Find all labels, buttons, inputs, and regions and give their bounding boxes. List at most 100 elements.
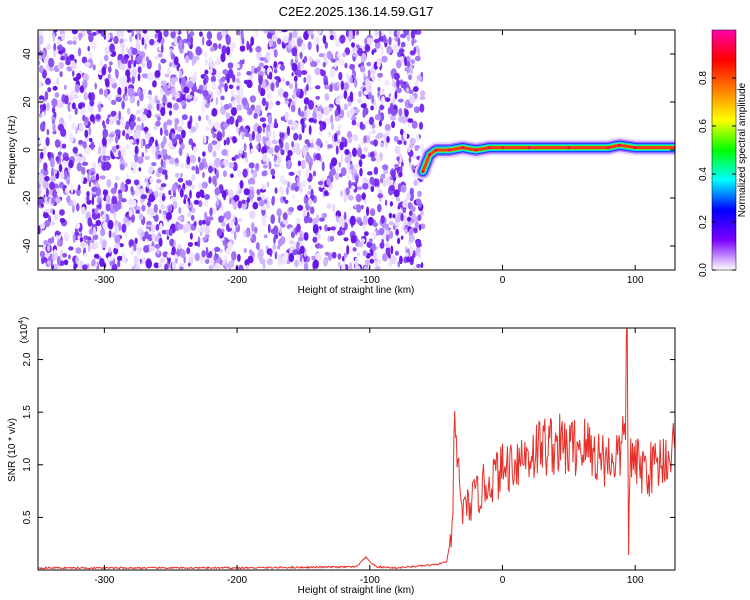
noise-speck	[42, 179, 49, 190]
noise-speck	[47, 244, 51, 252]
noise-speck	[125, 144, 130, 150]
noise-speck	[195, 164, 199, 175]
noise-speck	[271, 42, 277, 49]
noise-speck	[144, 108, 148, 115]
noise-speck	[199, 31, 203, 37]
noise-speck	[161, 229, 168, 235]
noise-speck	[68, 133, 74, 143]
noise-speck	[260, 138, 264, 147]
noise-speck	[116, 255, 123, 261]
noise-speck	[397, 237, 401, 245]
noise-speck	[47, 237, 54, 244]
noise-speck	[68, 113, 72, 122]
noise-speck	[337, 52, 342, 58]
noise-speck	[220, 52, 226, 63]
noise-speck	[394, 250, 399, 256]
noise-speck	[291, 30, 298, 39]
noise-speck	[261, 217, 267, 227]
noise-speck	[143, 245, 150, 253]
noise-speck	[394, 222, 399, 227]
noise-speck	[277, 155, 282, 165]
noise-speck	[164, 173, 168, 181]
noise-speck	[187, 41, 191, 47]
noise-speck	[348, 101, 352, 107]
noise-speck	[361, 141, 364, 145]
noise-speck	[115, 96, 122, 102]
noise-speck	[306, 74, 312, 85]
noise-speck	[288, 252, 295, 263]
noise-speck	[334, 63, 337, 68]
noise-speck	[51, 252, 55, 262]
colorbar-tick-label: 0.6	[698, 119, 709, 133]
noise-speck	[225, 248, 231, 256]
noise-speck	[371, 75, 376, 82]
noise-speck	[412, 86, 419, 92]
noise-speck	[166, 119, 173, 126]
noise-speck	[310, 206, 315, 215]
noise-speck	[351, 42, 355, 48]
noise-speck	[174, 254, 178, 259]
noise-speck	[92, 64, 96, 71]
noise-speck	[420, 143, 425, 152]
noise-speck	[68, 246, 74, 251]
noise-speck	[380, 173, 386, 179]
noise-speck	[204, 198, 209, 207]
noise-speck	[380, 215, 385, 224]
noise-speck	[291, 141, 294, 148]
noise-speck	[57, 151, 62, 156]
noise-speck	[416, 133, 420, 142]
noise-speck	[39, 95, 45, 101]
noise-speck	[102, 221, 109, 230]
noise-speck	[277, 238, 283, 247]
noise-speck	[38, 80, 42, 87]
noise-speck	[107, 219, 114, 230]
noise-speck	[355, 122, 362, 128]
noise-speck	[275, 100, 281, 106]
noise-speck	[166, 235, 170, 240]
noise-speck	[219, 248, 223, 253]
noise-speck	[91, 243, 97, 250]
noise-speck	[232, 218, 236, 223]
noise-speck	[305, 168, 310, 179]
noise-speck	[288, 240, 295, 245]
noise-speck	[82, 141, 87, 149]
noise-speck	[105, 202, 111, 212]
noise-speck	[40, 223, 46, 230]
ridge-point	[461, 146, 465, 150]
noise-speck	[119, 163, 125, 171]
noise-speck	[198, 156, 201, 163]
noise-speck	[187, 33, 191, 40]
noise-speck	[204, 226, 211, 237]
noise-speck	[271, 175, 276, 180]
noise-speck	[193, 199, 200, 205]
noise-speck	[336, 215, 339, 223]
noise-speck	[312, 111, 317, 120]
noise-speck	[215, 254, 218, 260]
noise-speck	[113, 247, 119, 255]
noise-speck	[72, 233, 76, 243]
noise-speck	[389, 185, 395, 192]
noise-speck	[355, 175, 359, 184]
noise-speck	[324, 224, 328, 232]
noise-speck	[56, 188, 60, 193]
noise-speck	[84, 129, 89, 138]
noise-speck	[352, 247, 357, 252]
noise-speck	[395, 87, 402, 94]
x-tick-label: 0	[500, 575, 506, 586]
noise-speck	[148, 165, 154, 175]
noise-speck	[359, 65, 366, 73]
noise-speck	[121, 255, 127, 264]
noise-speck	[75, 247, 82, 254]
noise-speck	[262, 152, 267, 163]
noise-speck	[143, 33, 149, 43]
noise-speck	[312, 224, 319, 234]
noise-speck	[97, 103, 102, 113]
noise-speck	[262, 127, 266, 133]
noise-speck	[399, 166, 403, 172]
noise-speck	[122, 74, 128, 84]
noise-speck	[185, 38, 192, 43]
noise-speck	[111, 99, 117, 105]
noise-speck	[202, 219, 207, 225]
x-tick-label: -200	[227, 275, 247, 286]
noise-speck	[358, 47, 363, 57]
